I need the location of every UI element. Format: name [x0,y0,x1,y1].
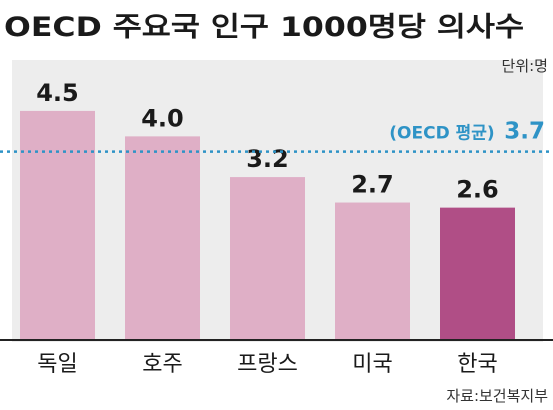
category-label-2: 프랑스 [237,352,298,377]
category-label-1: 호주 [142,352,182,377]
category-label-0: 독일 [37,352,77,377]
bar-4 [440,207,515,340]
oecd-average-value: 3.7 [504,119,545,145]
bars-group: 4.5 4.0 3.2 2.7 2.6 [20,79,515,340]
category-label-3: 미국 [352,352,392,377]
category-labels: 독일 호주 프랑스 미국 한국 [37,352,497,377]
oecd-average-label-text: (OECD 평균) [389,124,494,144]
bar-0 [20,110,95,340]
bar-value-label-3: 2.7 [351,171,394,199]
source-note: 자료:보건복지부 [446,387,548,405]
bar-2 [230,177,305,340]
bar-value-label-4: 2.6 [456,176,499,204]
oecd-average-label: (OECD 평균) 3.7 [389,119,545,145]
reference-group: (OECD 평균) 3.7 [0,119,553,153]
bar-value-label-2: 3.2 [246,145,289,173]
bar-value-label-0: 4.5 [36,79,79,107]
unit-label: 단위:명 [502,57,548,75]
bar-value-label-1: 4.0 [141,104,184,132]
bar-3 [335,202,410,340]
bar-1 [125,136,200,340]
category-label-4: 한국 [457,352,497,377]
chart-title: OECD 주요국 인구 1000명당 의사수 [4,12,524,43]
